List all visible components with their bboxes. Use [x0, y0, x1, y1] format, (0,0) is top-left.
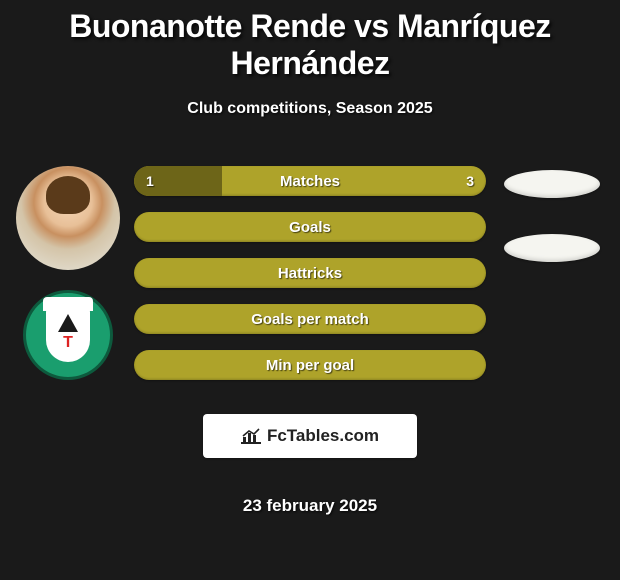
left-column — [8, 158, 128, 380]
footer-date: 23 february 2025 — [134, 496, 486, 516]
stat-gpm-label: Goals per match — [251, 311, 369, 328]
stat-goals: Goals — [134, 212, 486, 242]
stat-mpg-label: Min per goal — [266, 357, 354, 374]
brand-box[interactable]: FcTables.com — [203, 414, 417, 458]
brand-text: FcTables.com — [267, 426, 379, 446]
right-ellipse-2 — [504, 234, 600, 262]
stat-hattricks-label: Hattricks — [278, 265, 342, 282]
page-title: Buonanotte Rende vs Manríquez Hernández — [0, 8, 620, 82]
club-badge — [23, 290, 113, 380]
stat-matches-left: 1 — [146, 173, 154, 189]
stat-hattricks: Hattricks — [134, 258, 486, 288]
stat-goals-label: Goals — [289, 219, 331, 236]
comparison-area: 1 Matches 3 Goals Hattricks Goals per ma… — [0, 158, 620, 516]
club-shield-icon — [46, 308, 90, 362]
player-avatar — [16, 166, 120, 270]
stat-matches-right: 3 — [466, 173, 474, 189]
stat-matches-label: Matches — [280, 173, 340, 190]
stat-matches: 1 Matches 3 — [134, 166, 486, 196]
chart-icon — [241, 428, 261, 444]
right-ellipse-1 — [504, 170, 600, 198]
season-subtitle: Club competitions, Season 2025 — [0, 100, 620, 118]
stat-gpm: Goals per match — [134, 304, 486, 334]
stat-mpg: Min per goal — [134, 350, 486, 380]
right-column — [492, 158, 612, 262]
stats-column: 1 Matches 3 Goals Hattricks Goals per ma… — [128, 158, 492, 516]
